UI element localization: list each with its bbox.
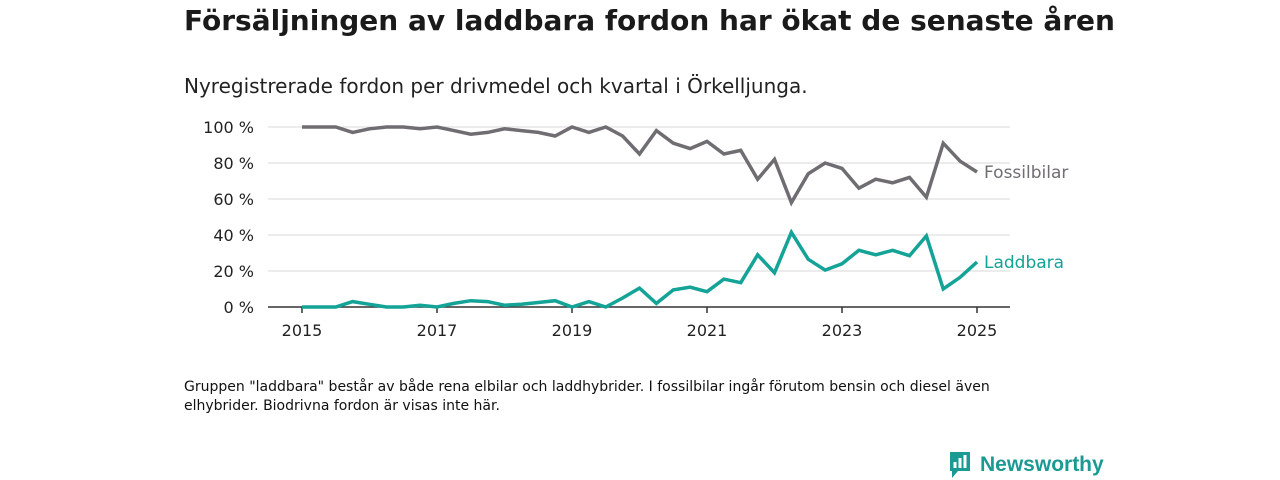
x-tick-label: 2019: [552, 321, 593, 340]
series-labels: Fossilbilar Laddbara: [984, 163, 1068, 273]
brand-name: Newsworthy: [980, 453, 1104, 476]
series-line-laddbara: [302, 228, 979, 309]
series-label-laddbara: Laddbara: [984, 253, 1064, 273]
y-tick-label: 0 %: [224, 298, 254, 317]
line-chart: 0 % 20 % 40 % 60 % 80 % 100 % 2015 2017 2019 202…: [203, 118, 1068, 340]
newsworthy-chart-bubble-icon: [950, 452, 970, 478]
x-tick-label: 2023: [822, 321, 863, 340]
x-tick-label: 2021: [687, 321, 728, 340]
chart-title: Försäljningen av laddbara fordon har öka…: [184, 4, 1115, 37]
x-axis-ticks: 2015 2017 2019 2021 2023 2025: [282, 307, 998, 340]
y-tick-label: 40 %: [213, 226, 254, 245]
series-lines: [302, 125, 979, 309]
y-tick-label: 60 %: [213, 190, 254, 209]
x-tick-label: 2015: [282, 321, 323, 340]
footnote: Gruppen "laddbara" består av både rena e…: [184, 379, 990, 414]
y-tick-label: 80 %: [213, 154, 254, 173]
y-tick-label: 100 %: [203, 118, 254, 137]
x-tick-label: 2017: [417, 321, 458, 340]
x-tick-label: 2025: [957, 321, 998, 340]
brand-logo[interactable]: Newsworthy: [948, 451, 1104, 479]
y-axis-tick-labels: 0 % 20 % 40 % 60 % 80 % 100 %: [203, 118, 254, 317]
y-tick-label: 20 %: [213, 262, 254, 281]
grid-lines: [268, 126, 1010, 272]
series-label-fossilbilar: Fossilbilar: [984, 163, 1068, 183]
chart-subtitle: Nyregistrerade fordon per drivmedel och …: [184, 74, 808, 98]
series-line-fossilbilar: [302, 125, 978, 207]
